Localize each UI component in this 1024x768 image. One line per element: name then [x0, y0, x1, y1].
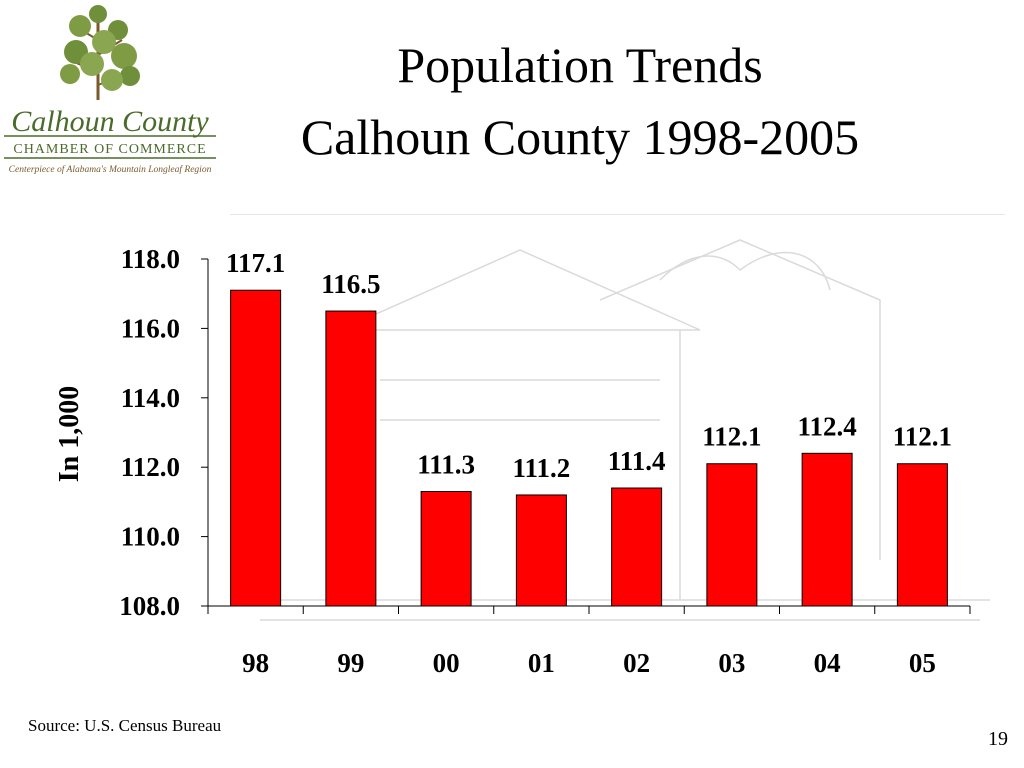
bar-99: [325, 310, 377, 607]
bar-04: [801, 452, 853, 607]
source-note: Source: U.S. Census Bureau: [28, 716, 222, 735]
x-tick-label-04: 04: [814, 648, 841, 678]
x-tick-label-01: 01: [528, 648, 555, 678]
data-label-03: 112.1: [702, 422, 761, 452]
pine-tree-icon: [60, 5, 140, 100]
y-tick-label-114.0: 114.0: [121, 383, 180, 413]
logo-name: Calhoun County: [11, 105, 209, 138]
data-label-01: 111.2: [512, 453, 570, 483]
y-tick-label-110.0: 110.0: [121, 522, 180, 552]
x-tick-label-02: 02: [623, 648, 650, 678]
bar-05: [896, 463, 948, 607]
y-axis-title: In 1,000: [54, 386, 85, 482]
y-tick-label-116.0: 116.0: [121, 313, 180, 343]
data-label-99: 116.5: [321, 269, 380, 299]
chamber-logo: Calhoun County CHAMBER OF COMMERCE Cente…: [4, 5, 216, 175]
bar-03: [706, 463, 758, 607]
slide-title-line-1: Population Trends: [397, 37, 763, 93]
bar-98: [230, 289, 282, 607]
x-tick-label-99: 99: [337, 648, 364, 678]
y-tick-label-118.0: 118.0: [121, 244, 180, 274]
x-tick-label-03: 03: [718, 648, 745, 678]
plot-area: 117.1 116.5 111.3 111.2 111.4 112.1 112.4 112.1…: [119, 244, 971, 678]
data-label-05: 112.1: [893, 422, 952, 452]
data-label-04: 112.4: [797, 411, 856, 441]
page-number: 19: [988, 728, 1008, 750]
x-tick-label-00: 00: [433, 648, 460, 678]
y-tick-label-112.0: 112.0: [121, 452, 180, 482]
data-label-02: 111.4: [608, 446, 666, 476]
bar-02: [611, 487, 663, 607]
population-bar-chart: 117.1 116.5 111.3 111.2 111.4 112.1 112.4 112.1…: [54, 239, 990, 678]
x-tick-label-05: 05: [909, 648, 936, 678]
logo-tagline: Centerpiece of Alabama's Mountain Longle…: [9, 164, 212, 175]
x-tick-label-98: 98: [242, 648, 269, 678]
data-label-00: 111.3: [417, 449, 475, 479]
bar-00: [420, 490, 472, 607]
y-tick-label-108.0: 108.0: [119, 591, 180, 621]
title-divider: [230, 214, 1005, 215]
data-label-98: 117.1: [226, 248, 285, 278]
slide-title-line-2: Calhoun County 1998-2005: [300, 109, 860, 165]
logo-org: CHAMBER OF COMMERCE: [13, 142, 206, 157]
bar-01: [515, 494, 567, 607]
